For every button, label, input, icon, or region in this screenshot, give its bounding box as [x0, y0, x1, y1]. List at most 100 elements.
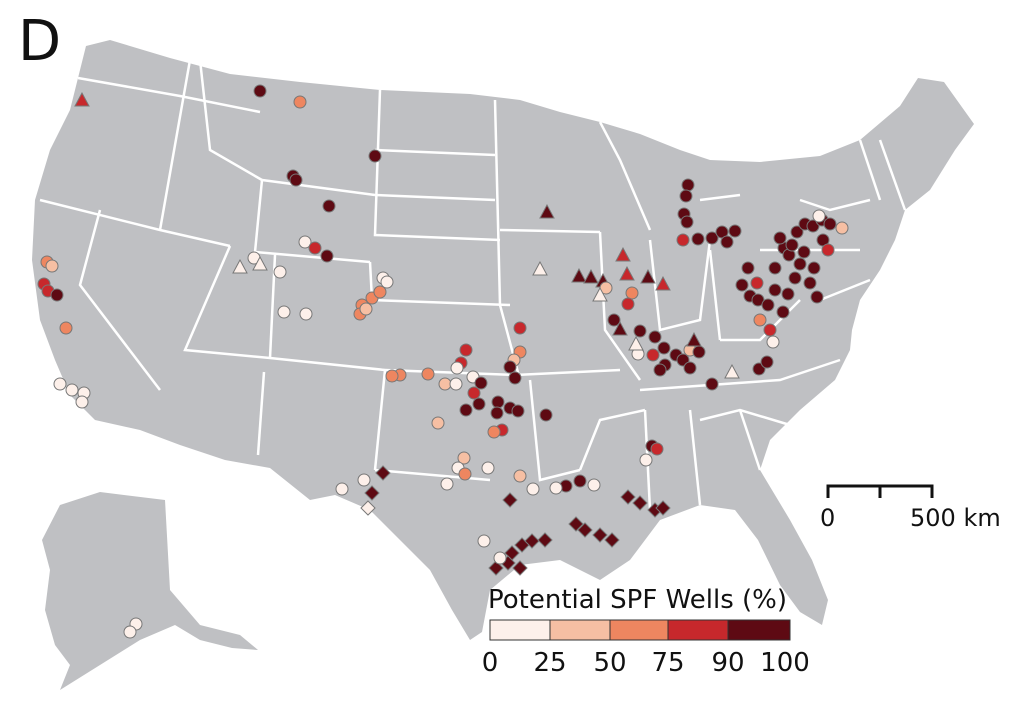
well-marker-triangle: [612, 320, 628, 336]
well-marker-triangle: [232, 258, 248, 274]
well-marker-circle: [308, 241, 322, 255]
well-marker-diamond: [524, 533, 540, 549]
well-marker-diamond: [655, 500, 671, 516]
well-marker-circle: [788, 271, 802, 285]
well-marker-circle: [380, 275, 394, 289]
well-marker-circle: [438, 377, 452, 391]
well-marker-circle: [705, 377, 719, 391]
well-marker-circle: [449, 377, 463, 391]
well-marker-circle: [335, 482, 349, 496]
well-marker-circle: [65, 383, 79, 397]
well-marker-circle: [633, 324, 647, 338]
well-marker-triangle: [640, 268, 656, 284]
well-marker-diamond: [604, 532, 620, 548]
well-marker-circle: [823, 217, 837, 231]
well-marker-circle: [298, 235, 312, 249]
well-marker-circle: [474, 376, 488, 390]
well-marker-circle: [646, 348, 660, 362]
legend-bin-3: [667, 619, 729, 641]
state-borders: [39, 59, 907, 511]
legend-bin-4: [727, 619, 791, 641]
legend-tick-0: 0: [481, 648, 499, 678]
well-marker-circle: [761, 298, 775, 312]
well-marker-circle: [607, 313, 621, 327]
well-marker-triangle: [655, 275, 671, 291]
well-marker-circle: [691, 232, 705, 246]
well-marker-circle: [680, 215, 694, 229]
legend-color-bar: [489, 619, 791, 641]
well-marker-diamond: [360, 500, 376, 516]
panel-label: D: [18, 9, 62, 74]
well-marker-circle: [768, 283, 782, 297]
well-marker-circle: [803, 276, 817, 290]
well-marker-circle: [299, 307, 313, 321]
well-marker-circle: [491, 395, 505, 409]
well-marker-circle: [679, 189, 693, 203]
legend-title: Potential SPF Wells (%): [488, 585, 787, 615]
well-marker-circle: [750, 276, 764, 290]
well-marker-circle: [481, 461, 495, 475]
well-marker-triangle: [686, 331, 702, 347]
well-marker-circle: [776, 305, 790, 319]
well-marker-circle: [587, 478, 601, 492]
well-marker-triangle: [619, 265, 635, 281]
well-marker-circle: [549, 481, 563, 495]
well-marker-circle: [526, 482, 540, 496]
well-marker-circle: [450, 361, 464, 375]
well-marker-circle: [625, 286, 639, 300]
well-marker-triangle: [724, 363, 740, 379]
well-marker-circle: [459, 343, 473, 357]
well-marker-circle: [459, 403, 473, 417]
well-marker-circle: [457, 451, 471, 465]
well-marker-circle: [368, 149, 382, 163]
conus-landmass: [32, 40, 974, 640]
well-marker-circle: [421, 367, 435, 381]
legend-bin-1: [549, 619, 611, 641]
well-marker-triangle: [539, 203, 555, 219]
well-marker-circle: [785, 238, 799, 252]
well-marker-diamond: [568, 516, 584, 532]
well-marker-circle: [53, 377, 67, 391]
legend-tick-100: 100: [760, 648, 810, 678]
well-marker-diamond: [592, 527, 608, 543]
well-marker-triangle: [571, 267, 587, 283]
well-marker-circle: [705, 231, 719, 245]
well-marker-circle: [676, 233, 690, 247]
well-marker-circle: [681, 178, 695, 192]
well-marker-circle: [289, 173, 303, 187]
well-marker-circle: [763, 323, 777, 337]
well-marker-triangle: [592, 286, 608, 302]
well-marker-circle: [467, 386, 481, 400]
well-marker-circle: [493, 551, 507, 565]
well-marker-triangle: [583, 268, 599, 284]
well-marker-circle: [490, 406, 504, 420]
well-marker-circle: [835, 221, 849, 235]
well-marker-circle: [797, 245, 811, 259]
well-marker-circle: [513, 469, 527, 483]
well-marker-triangle: [615, 246, 631, 262]
well-marker-circle: [373, 285, 387, 299]
legend-tick-50: 50: [593, 648, 627, 678]
well-marker-circle: [766, 335, 780, 349]
well-marker-circle: [720, 235, 734, 249]
well-marker-circle: [573, 474, 587, 488]
legend-tick-25: 25: [533, 648, 567, 678]
well-marker-circle: [385, 369, 399, 383]
well-marker-circle: [273, 265, 287, 279]
well-marker-circle: [821, 243, 835, 257]
scale-label-km: 500 km: [910, 504, 1001, 532]
well-marker-circle: [50, 288, 64, 302]
well-marker-circle: [692, 345, 706, 359]
well-marker-circle: [440, 477, 454, 491]
well-marker-diamond: [512, 560, 528, 576]
well-marker-circle: [539, 408, 553, 422]
well-marker-circle: [487, 425, 501, 439]
well-marker-diamond: [488, 560, 504, 576]
well-marker-circle: [793, 257, 807, 271]
legend-tick-75: 75: [651, 648, 685, 678]
scale-bar: [826, 484, 934, 498]
well-marker-diamond: [364, 485, 380, 501]
well-marker-diamond: [375, 465, 391, 481]
